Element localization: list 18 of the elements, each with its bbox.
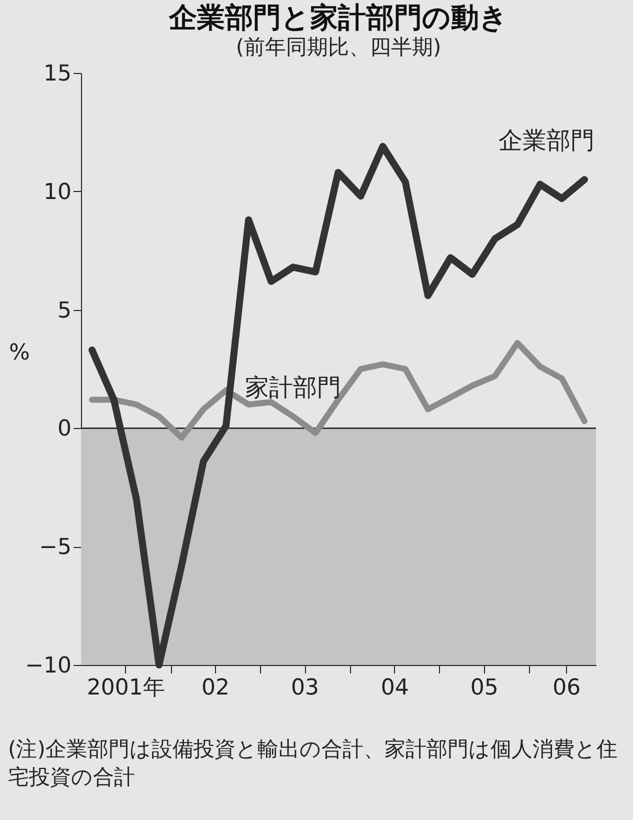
text: (注)企業部門は設備投資と輸出の合計、家計部門は個人消費と住宅投資の合計 xyxy=(8,736,618,791)
x-tick-label: 06 xyxy=(552,676,581,700)
x-tick-label: 04 xyxy=(380,676,409,700)
y-tick-label: 5 xyxy=(58,298,72,324)
x-tick-label: 02 xyxy=(201,676,230,700)
y-tick-label: 0 xyxy=(58,416,72,442)
x-tick-label: 03 xyxy=(291,676,320,700)
chart-title: 企業部門と家計部門の動き xyxy=(168,1,508,34)
y-axis-title: % xyxy=(9,340,30,366)
x-tick-label: 05 xyxy=(470,676,498,700)
x-tick-label: 2001年 xyxy=(86,676,165,700)
y-tick-label: −10 xyxy=(25,654,72,678)
y-tick-label: −5 xyxy=(39,535,72,560)
y-tick-label: 10 xyxy=(44,180,72,205)
chart-subtitle: (前年同期比、四半期) xyxy=(236,35,442,59)
series-label: 家計部門 xyxy=(244,373,341,402)
series-label: 企業部門 xyxy=(498,126,594,155)
y-tick-label: 15 xyxy=(44,62,72,86)
